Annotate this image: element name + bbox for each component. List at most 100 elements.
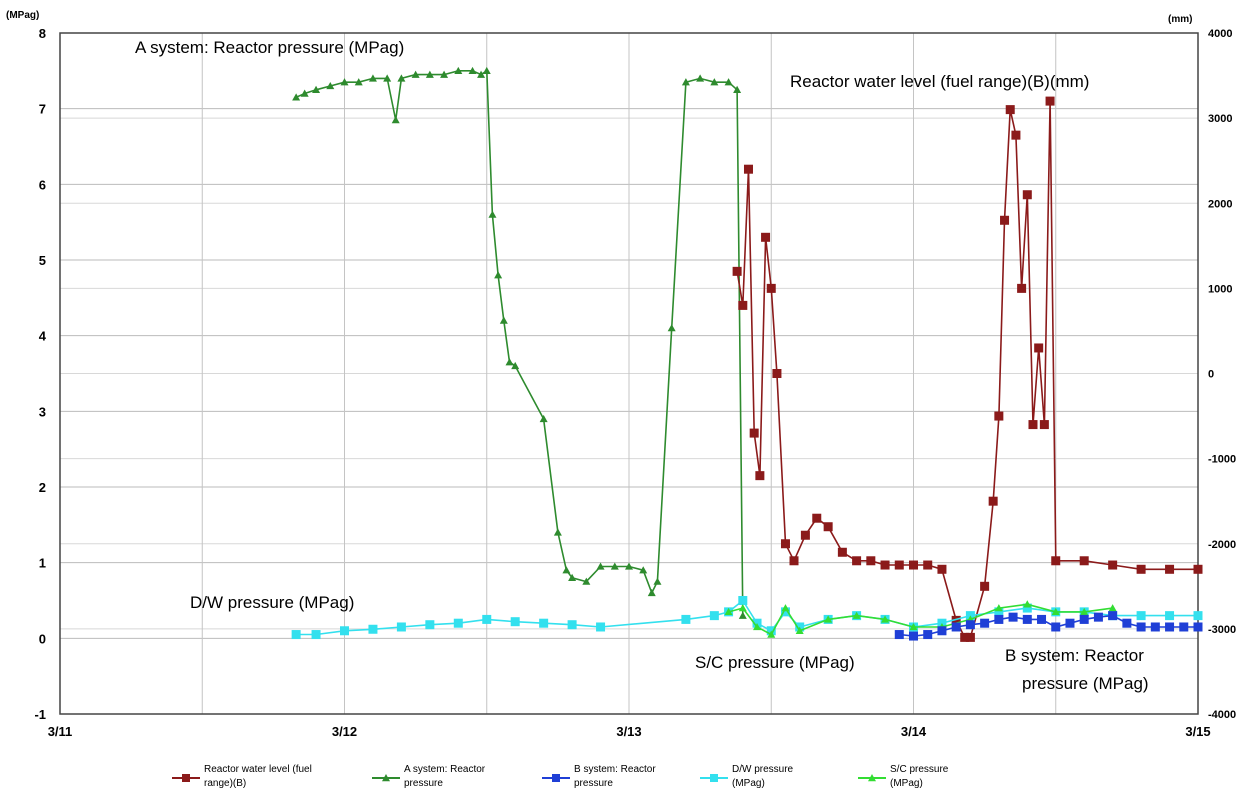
data-point xyxy=(326,81,335,90)
data-point xyxy=(1165,611,1175,621)
data-point xyxy=(391,116,400,124)
left-tick-label: 5 xyxy=(39,253,46,268)
data-point xyxy=(994,614,1004,624)
data-point xyxy=(1150,622,1160,632)
data-point xyxy=(1193,564,1203,574)
data-point xyxy=(494,271,503,279)
data-point xyxy=(582,577,591,585)
data-point xyxy=(1022,603,1032,613)
data-point xyxy=(1051,607,1060,616)
data-point xyxy=(596,562,605,570)
data-point xyxy=(1028,420,1038,430)
legend-label-line1: S/C pressure xyxy=(890,764,949,775)
data-point xyxy=(1039,420,1049,430)
data-point xyxy=(425,70,434,78)
series-s-c-pressure xyxy=(724,600,1117,638)
data-point xyxy=(340,626,349,636)
data-point xyxy=(781,604,790,612)
data-point xyxy=(1022,190,1032,200)
data-point xyxy=(1093,612,1103,622)
x-tick-label: 3/15 xyxy=(1185,724,1210,739)
legend-item: Reactor water level (fuel range)(B) xyxy=(172,764,312,789)
data-point xyxy=(772,369,782,378)
data-point xyxy=(1000,215,1010,225)
annotation-sc-pressure: S/C pressure (MPag) xyxy=(695,653,855,672)
data-point xyxy=(681,78,690,86)
data-point xyxy=(482,66,491,75)
legend-item: B system: Reactor pressure xyxy=(542,764,656,789)
data-point xyxy=(368,624,378,634)
series-d-w-pressure xyxy=(291,596,1203,640)
data-point xyxy=(1051,556,1061,566)
data-point xyxy=(732,266,742,276)
data-point xyxy=(724,78,733,86)
data-point xyxy=(749,428,759,438)
data-point xyxy=(505,358,514,366)
data-point xyxy=(425,620,435,630)
data-point xyxy=(965,632,975,642)
data-point xyxy=(1008,612,1018,622)
data-point xyxy=(994,411,1004,421)
legend-label-line2: (MPag) xyxy=(890,778,923,789)
left-tick-label: 0 xyxy=(39,631,46,646)
legend-item: S/C pressure (MPag) xyxy=(858,764,949,789)
legend-label-line1: D/W pressure xyxy=(732,764,794,775)
annotation-b-system-line1: B system: Reactor xyxy=(1005,646,1144,665)
data-point xyxy=(738,300,748,310)
data-point xyxy=(1136,564,1146,574)
data-point xyxy=(383,74,392,82)
data-point xyxy=(1122,618,1132,628)
data-point xyxy=(1136,611,1146,621)
right-tick-label: 3000 xyxy=(1208,113,1232,125)
data-point xyxy=(1017,283,1027,293)
data-point xyxy=(1165,564,1175,574)
data-point xyxy=(988,496,998,506)
series-a-system-reactor-pressure xyxy=(292,66,747,619)
data-point xyxy=(795,626,804,634)
data-point xyxy=(960,632,970,642)
data-point xyxy=(396,622,406,632)
left-tick-label: 7 xyxy=(39,102,46,117)
series-line xyxy=(296,599,1198,636)
legend-label-line2: pressure xyxy=(574,778,613,789)
data-point xyxy=(1079,614,1089,624)
data-point xyxy=(482,614,492,624)
series-group xyxy=(291,66,1203,642)
data-point xyxy=(800,530,810,540)
data-point xyxy=(965,620,975,630)
data-point xyxy=(738,604,747,612)
data-point xyxy=(951,615,961,625)
data-point xyxy=(994,604,1003,612)
annotation-water-level: Reactor water level (fuel range)(B)(mm) xyxy=(790,72,1089,91)
data-point xyxy=(823,522,833,532)
left-tick-label: 2 xyxy=(39,480,46,495)
data-point xyxy=(733,85,742,93)
data-point xyxy=(610,562,619,570)
data-point xyxy=(1051,622,1061,632)
data-point xyxy=(909,560,918,570)
data-point xyxy=(681,614,691,624)
data-point xyxy=(1011,130,1021,140)
data-point xyxy=(1080,607,1089,616)
data-point xyxy=(780,539,790,549)
data-point xyxy=(866,556,876,566)
annotation-a-system: A system: Reactor pressure (MPag) xyxy=(135,38,404,57)
data-point xyxy=(761,232,771,242)
data-point xyxy=(767,630,776,638)
data-point xyxy=(539,414,548,423)
left-tick-label: 1 xyxy=(39,556,46,571)
data-point xyxy=(539,618,549,628)
data-point xyxy=(1079,556,1089,566)
legend-label-line2: (MPag) xyxy=(732,778,765,789)
data-point xyxy=(709,611,719,621)
data-point xyxy=(951,622,961,632)
data-point xyxy=(837,547,847,557)
data-point xyxy=(647,588,656,597)
annotation-dw-pressure: D/W pressure (MPag) xyxy=(190,593,354,612)
data-point xyxy=(454,66,463,75)
data-point xyxy=(909,622,918,631)
data-point xyxy=(980,618,990,628)
data-point xyxy=(1065,618,1075,628)
data-point xyxy=(852,556,862,566)
